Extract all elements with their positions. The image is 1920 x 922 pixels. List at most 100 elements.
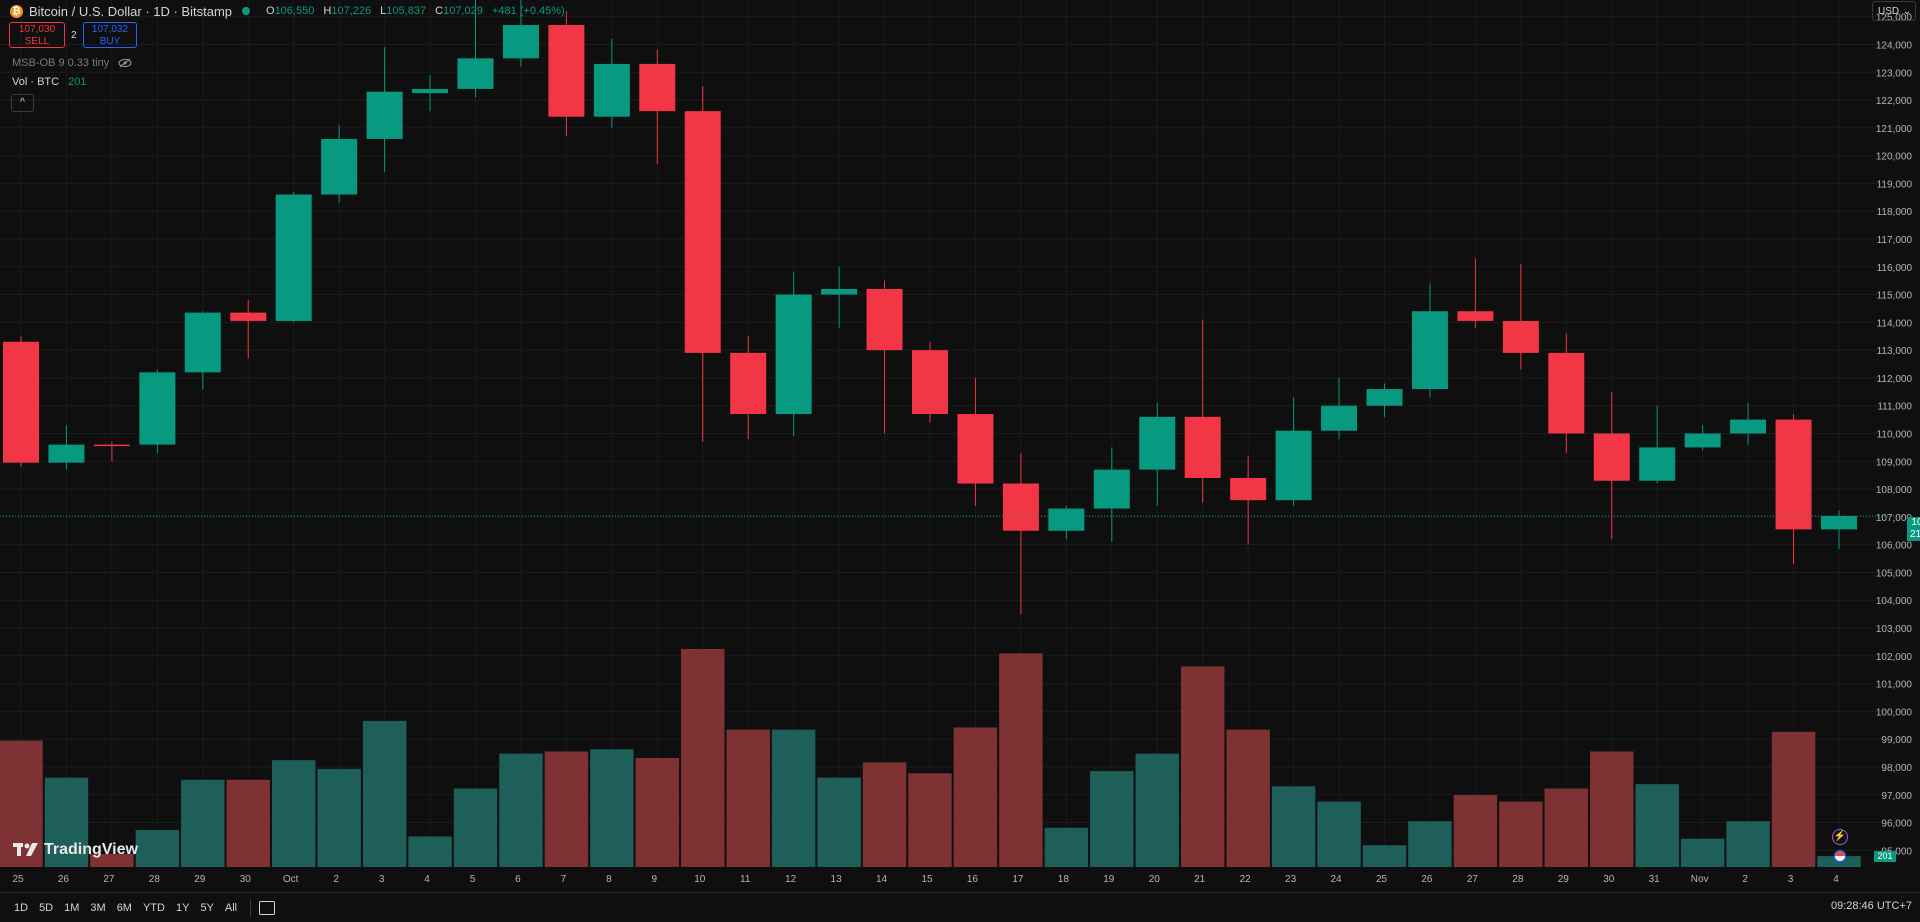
candle-body [1366,389,1403,406]
tradingview-logo[interactable]: TradingView [13,841,138,859]
price-axis-label: 96,000 [1881,819,1912,830]
buy-label: BUY [99,36,121,47]
volume-bar [1499,801,1543,867]
volume-bar [1726,821,1770,867]
candle-body [548,25,585,117]
volume-bar [1680,838,1725,867]
low-value: 105,837 [386,5,427,17]
time-axis-label: 26 [1421,874,1433,885]
candle-body [93,444,130,447]
calendar-icon[interactable] [259,900,276,915]
candle-body [1048,508,1085,531]
currency-select[interactable]: USD ⌄ [1872,1,1916,21]
candle-body [730,352,767,415]
candle-body [1184,416,1221,478]
volume-bar [408,836,452,867]
time-axis-label: 25 [12,874,24,885]
time-axis-label: 29 [194,874,206,885]
volume-bar [817,777,861,867]
time-axis-label: 11 [740,874,751,885]
range-1m[interactable]: 1M [64,901,80,914]
volume-indicator-row[interactable]: Vol · BTC 201 [12,76,87,88]
volume-axis-tag: 201 [1874,851,1896,862]
sell-button[interactable]: 107,030 SELL [9,22,65,48]
price-axis-label: 103,000 [1876,624,1913,635]
price-axis-label: 112,000 [1877,374,1913,385]
time-axis-label: 15 [921,874,933,885]
candle-body [275,194,312,321]
candle-body [139,372,176,445]
candle-body [1321,405,1358,431]
time-axis-label: 14 [876,874,888,885]
time-axis-label: 4 [424,874,430,885]
candle-body [1502,320,1539,353]
time-axis-label: 5 [470,874,476,885]
price-axis-label: 123,000 [1876,68,1913,79]
time-axis-label: 12 [785,874,797,885]
candle-body [1093,469,1130,509]
tradingview-wordmark: TradingView [44,841,138,858]
collapse-legend-button[interactable]: ^ [11,94,34,112]
msb-indicator-label: MSB-OB 9 0.33 tiny [12,57,110,69]
range-3m[interactable]: 3M [90,901,106,914]
candle-body [48,444,85,463]
time-axis-label: 22 [1240,874,1252,885]
time-axis-label: 26 [58,874,70,885]
time-axis-label: 3 [379,874,385,885]
volume-bar [226,779,270,867]
range-6m[interactable]: 6M [116,901,132,914]
candle-body [1684,433,1721,448]
msb-indicator-row[interactable]: MSB-OB 9 0.33 tiny [12,57,132,69]
candle-body [1411,311,1448,390]
price-axis-label: 110,000 [1877,430,1913,441]
range-all[interactable]: All [224,901,238,914]
bottom-toolbar: 1D 5D 1M 3M 6M YTD 1Y 5Y All [0,892,1920,922]
eye-hidden-icon[interactable] [118,58,132,68]
market-status-dot [242,7,250,15]
candle-body [821,289,858,295]
volume-bar [362,720,407,867]
range-5y[interactable]: 5Y [200,901,214,914]
volume-bar [44,777,89,867]
high-label: H [323,5,332,17]
range-5d[interactable]: 5D [39,901,54,914]
range-ytd[interactable]: YTD [142,901,165,914]
candle-body [1775,419,1812,530]
volume-bar [908,773,952,867]
time-axis-label: 8 [606,874,612,885]
price-axis-label: 106,000 [1876,541,1913,552]
open-value: 106,550 [274,5,315,17]
candle-body [912,350,948,415]
candle-body [3,341,39,463]
change-value: +481 (+0.45%) [491,5,565,17]
us-flag-icon[interactable] [1834,850,1846,862]
range-1y[interactable]: 1Y [175,901,190,914]
price-axis-label: 105,000 [1876,568,1913,579]
time-axis-label: 9 [652,874,658,885]
candle-body [502,25,539,59]
candle-body [775,294,812,415]
clock[interactable]: 09:28:46 UTC+7 [1830,900,1912,912]
time-axis-label: 20 [1149,874,1161,885]
price-axis-label: 98,000 [1881,763,1912,774]
price-axis-label: 100,000 [1876,707,1913,718]
time-axis-label: 29 [1558,874,1570,885]
candle-body [1139,416,1176,470]
time-axis-label: 2 [1742,874,1748,885]
time-axis-label: 6 [515,874,521,885]
price-axis-label: 125,000 [1876,13,1913,24]
price-axis-label: 119,000 [1877,179,1913,190]
buy-button[interactable]: 107,032 BUY [83,22,137,48]
time-axis-label: 28 [149,874,161,885]
volume-bar [1090,771,1134,867]
volume-bar [1408,821,1452,867]
volume-bar [862,762,907,867]
chart-canvas[interactable]: 125,000 124,000 123,000 122,000 121,000 120,0… [0,0,1920,892]
symbol-title[interactable]: Bitcoin / U.S. Dollar · 1D · Bitstamp [29,3,232,19]
price-axis-label: 104,000 [1876,596,1913,607]
volume-bar [90,853,134,867]
time-axis-label: 30 [240,874,252,885]
range-1d[interactable]: 1D [14,901,29,914]
lightning-icon[interactable]: ⚡ [1832,829,1848,845]
sell-price: 107,030 [18,24,56,35]
